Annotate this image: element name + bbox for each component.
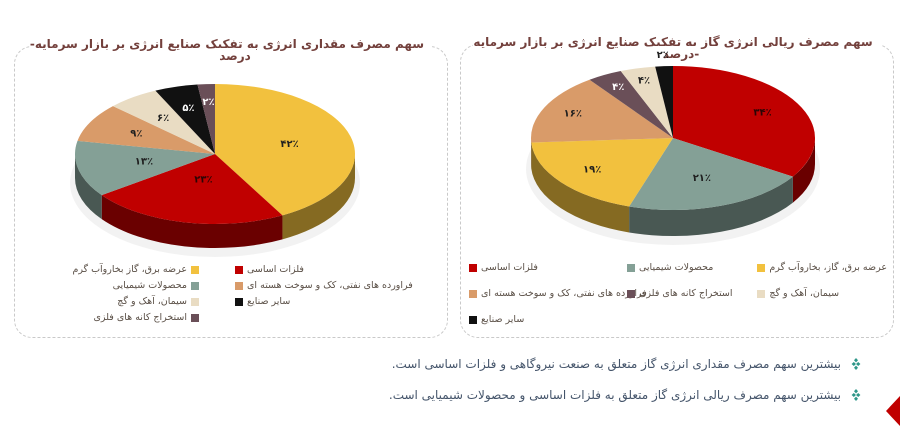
legend-label: استخراج کانه های فلزی bbox=[639, 288, 733, 299]
legend-label: فراورده های نفتی، کک و سوخت هسته ای bbox=[481, 288, 647, 299]
legend-label: فلزات اساسی bbox=[247, 264, 304, 275]
legend-swatch bbox=[627, 263, 635, 272]
pie-slice-label: ۲۱٪ bbox=[693, 173, 711, 184]
note-text: بیشترین سهم مصرف ریالی انرژی گاز متعلق ب… bbox=[388, 388, 841, 402]
pie-slice-rim bbox=[792, 138, 815, 203]
legend-swatch bbox=[469, 315, 477, 324]
pie-slice-rim bbox=[629, 176, 793, 236]
legend-swatch bbox=[469, 263, 477, 272]
legend-item: فلزات اساسی bbox=[235, 264, 395, 275]
legend-swatch bbox=[235, 265, 243, 274]
pie-slice bbox=[77, 106, 215, 154]
pie-slice-rim bbox=[282, 154, 355, 240]
legend-column: فلزات اساسی فراورده های نفتی، کک و سوخت ه… bbox=[235, 264, 413, 323]
legend-item: استخراج کانه های فلزی bbox=[627, 288, 747, 299]
legend-item: عرضه برق، گاز بخاروآب گرم bbox=[67, 264, 199, 275]
legend-item: سایر صنایع bbox=[235, 296, 395, 307]
legend-label: عرضه برق، گاز، بخاروآب گرم bbox=[769, 262, 887, 273]
pie-slice-label: ۲٪ bbox=[202, 97, 214, 108]
legend-swatch bbox=[191, 281, 199, 290]
corner-arrow-icon bbox=[886, 396, 900, 426]
rial-chart-panel: سهم مصرف ریالی انرژی گاز به تفکیک صنایع … bbox=[460, 35, 894, 338]
pie-slice bbox=[531, 138, 673, 207]
quantity-chart-legend: عرضه برق، گاز بخاروآب گرم محصولات شیمیایی… bbox=[15, 264, 447, 323]
diamond-bullet-icon bbox=[851, 389, 861, 401]
pie-slice bbox=[112, 90, 215, 154]
pie-slice bbox=[101, 154, 283, 224]
note-item-rial: بیشترین سهم مصرف ریالی انرژی گاز متعلق ب… bbox=[302, 388, 862, 402]
pie-slice bbox=[629, 138, 793, 211]
legend-swatch bbox=[235, 297, 243, 306]
legend-item: محصولات شیمیایی bbox=[67, 280, 199, 291]
legend-label: عرضه برق، گاز بخاروآب گرم bbox=[72, 264, 187, 275]
pie-slice bbox=[620, 66, 673, 138]
legend-label: استخراج کانه های فلزی bbox=[93, 312, 187, 323]
pie-slice-label: ۲٪ bbox=[657, 50, 669, 61]
legend-swatch bbox=[757, 289, 766, 298]
legend-item: استخراج کانه های فلزی bbox=[67, 312, 199, 323]
pie-slice bbox=[655, 66, 673, 138]
legend-label: سیمان، آهک و گچ bbox=[117, 296, 187, 307]
legend-item: سیمان، آهک و گچ bbox=[757, 288, 887, 299]
pie-slice bbox=[531, 79, 673, 143]
quantity-chart-title: سهم مصرف مقداری انرژی به تفکیک صنایع انر… bbox=[15, 37, 447, 63]
pie-slice-label: ۴٪ bbox=[612, 82, 624, 93]
legend-label: محصولات شیمیایی bbox=[112, 280, 187, 291]
pie-slice-label: ۱۹٪ bbox=[583, 164, 601, 175]
legend-label: فلزات اساسی bbox=[481, 262, 538, 273]
pie-slice bbox=[155, 84, 215, 154]
rial-chart-legend: فلزات اساسی فراورده های نفتی، کک و سوخت ه… bbox=[461, 262, 893, 325]
legend-swatch bbox=[235, 281, 243, 290]
legend-column: عرضه برق، گاز بخاروآب گرم محصولات شیمیایی… bbox=[67, 264, 199, 323]
legend-column: فلزات اساسی فراورده های نفتی، کک و سوخت ه… bbox=[469, 262, 647, 325]
legend-item: فراورده های نفتی، کک و سوخت هسته ای bbox=[469, 288, 647, 299]
pie-slice bbox=[197, 84, 215, 154]
pie-slice-label: ۴۲٪ bbox=[280, 139, 298, 150]
pie-slice-rim bbox=[101, 195, 283, 248]
legend-label: سایر صنایع bbox=[481, 314, 525, 325]
legend-swatch bbox=[191, 265, 199, 274]
rial-chart-title: سهم مصرف ریالی انرژی گاز به تفکیک صنایع … bbox=[461, 35, 893, 61]
legend-column: محصولات شیمیایی استخراج کانه های فلزی bbox=[627, 262, 747, 325]
legend-label: سیمان، آهک و گچ bbox=[769, 288, 840, 299]
pie-slice-rim bbox=[75, 154, 102, 220]
legend-item: محصولات شیمیایی bbox=[627, 262, 747, 273]
pie-slice-label: ۲۳٪ bbox=[194, 174, 212, 185]
quantity-chart-panel: سهم مصرف مقداری انرژی به تفکیک صنایع انر… bbox=[14, 37, 448, 338]
legend-swatch bbox=[627, 289, 635, 298]
pie-slice-label: ۱۳٪ bbox=[135, 156, 153, 167]
quantity-pie-chart: ۴۲٪ ۲۳٪ ۱۳٪ ۹٪ ۶٪ ۵٪ ۲٪ bbox=[70, 84, 360, 257]
legend-item: عرضه برق، گاز، بخاروآب گرم bbox=[757, 262, 887, 273]
pie-slice bbox=[673, 66, 815, 177]
rial-pie-chart: ۳۴٪ ۲۱٪ ۱۹٪ ۱۶٪ ۴٪ ۴٪ ۲٪ bbox=[526, 50, 820, 245]
pie-slice bbox=[589, 71, 673, 138]
pie-slice bbox=[215, 84, 355, 216]
legend-swatch bbox=[191, 297, 199, 306]
legend-item: سیمان، آهک و گچ bbox=[67, 296, 199, 307]
pie-slice-label: ۴٪ bbox=[638, 75, 650, 86]
pie-slice-rim bbox=[531, 142, 630, 233]
legend-item: فراورده های نفتی، کک و سوخت هسته ای bbox=[235, 280, 413, 291]
legend-label: محصولات شیمیایی bbox=[639, 262, 714, 273]
legend-label: فراورده های نفتی، کک و سوخت هسته ای bbox=[247, 280, 413, 291]
pie-slice-label: ۱۶٪ bbox=[564, 109, 582, 120]
legend-swatch bbox=[191, 313, 199, 322]
legend-item: فلزات اساسی bbox=[469, 262, 617, 273]
legend-item: سایر صنایع bbox=[469, 314, 617, 325]
note-text: بیشترین سهم مصرف مقداری انرژی گاز متعلق … bbox=[391, 357, 841, 371]
pie-slice bbox=[75, 140, 215, 196]
legend-swatch bbox=[757, 263, 766, 272]
legend-label: سایر صنایع bbox=[247, 296, 291, 307]
pie-slice-label: ۶٪ bbox=[157, 113, 169, 124]
pie-slice-label: ۵٪ bbox=[182, 103, 194, 114]
pie-slice-label: ۹٪ bbox=[130, 128, 142, 139]
legend-column: عرضه برق، گاز، بخاروآب گرم سیمان، آهک و گ… bbox=[757, 262, 887, 325]
legend-swatch bbox=[469, 289, 477, 298]
diamond-bullet-icon bbox=[851, 358, 861, 370]
note-item-quantity: بیشترین سهم مصرف مقداری انرژی گاز متعلق … bbox=[302, 357, 862, 371]
pie-slice-label: ۳۴٪ bbox=[753, 108, 771, 119]
